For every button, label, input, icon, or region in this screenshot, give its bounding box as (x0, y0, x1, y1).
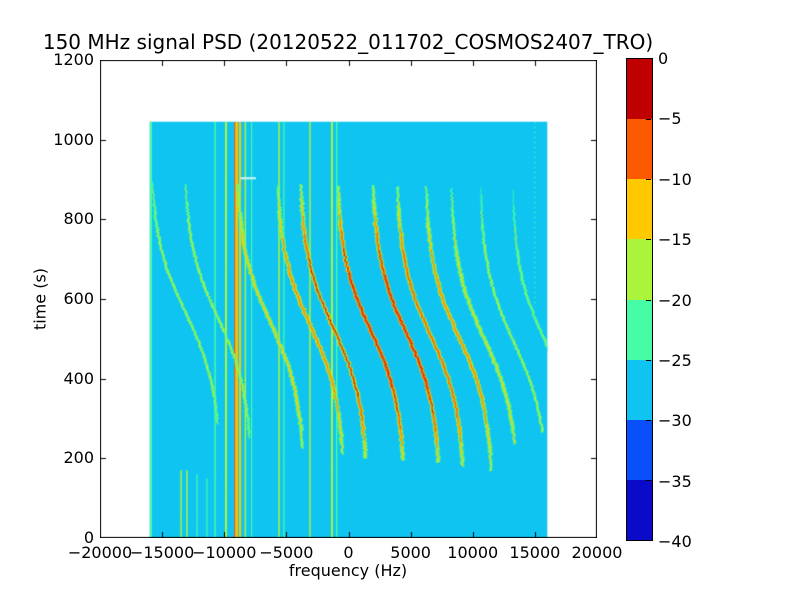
x-tick-label: −10000 (192, 543, 257, 562)
colorbar-tick-label: −40 (658, 532, 692, 551)
y-tick-label: 0 (83, 528, 94, 547)
colorbar-segment (627, 239, 652, 300)
colorbar-notch (646, 359, 651, 361)
colorbar-tick-label: −20 (658, 290, 692, 310)
x-tick-label: 20000 (571, 543, 623, 562)
colorbar-notch (646, 119, 651, 121)
y-tick-label: 800 (63, 209, 94, 229)
colorbar-tick-label: 0 (658, 49, 669, 68)
y-tick-label: 200 (63, 448, 94, 468)
colorbar-tick-label: −10 (658, 169, 692, 189)
x-tick-label: 5000 (390, 543, 431, 562)
colorbar-tick-label: −35 (658, 471, 692, 491)
colorbar-tick-label: −25 (658, 350, 692, 370)
x-tick-label: 15000 (509, 543, 561, 562)
y-tick-label: 1000 (53, 129, 94, 149)
x-tick-label: 10000 (447, 543, 499, 562)
colorbar-segment (627, 479, 652, 540)
colorbar-segment (627, 359, 652, 420)
colorbar (626, 58, 653, 541)
x-tick-label: −5000 (259, 543, 314, 562)
colorbar-tick-label: −5 (658, 109, 682, 129)
x-axis-label: frequency (Hz) (288, 561, 408, 580)
colorbar-notch (646, 299, 651, 301)
x-tick-label: 0 (343, 543, 354, 562)
colorbar-segment (627, 179, 652, 240)
y-tick-label: 400 (63, 368, 94, 388)
x-tick-label: −20000 (67, 543, 133, 562)
y-tick-label: 1200 (53, 50, 94, 69)
colorbar-tick-label: −15 (658, 230, 692, 250)
colorbar-notch (646, 239, 651, 241)
colorbar-notch (646, 479, 651, 481)
colorbar-segment (627, 59, 652, 120)
y-tick-label: 600 (63, 289, 94, 308)
spectrogram-canvas (100, 60, 597, 538)
plot-title: 150 MHz signal PSD (20120522_011702_COSM… (42, 30, 654, 54)
x-tick-label: −15000 (129, 543, 195, 562)
colorbar-segment (627, 299, 652, 360)
colorbar-notch (646, 179, 651, 181)
colorbar-segment (627, 419, 652, 480)
colorbar-notch (646, 419, 651, 421)
colorbar-tick-label: −30 (658, 411, 692, 431)
colorbar-segment (627, 119, 652, 180)
